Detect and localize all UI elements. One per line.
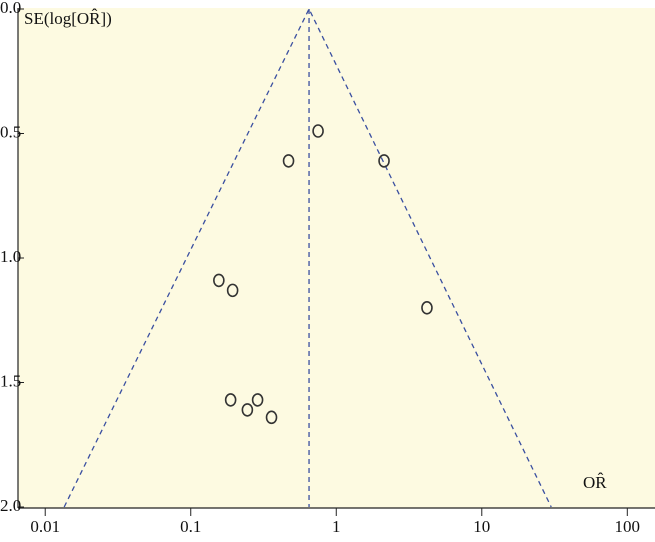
plot-area [18, 8, 655, 508]
y-axis-label: SE(log[OR̂]) [24, 9, 112, 28]
y-tick-label: 0.5 [0, 122, 21, 141]
x-tick-label: 10 [473, 517, 490, 536]
point [241, 403, 254, 417]
y-tick-label: 1.0 [0, 247, 21, 266]
x-tick-label: 100 [615, 517, 641, 536]
point [251, 393, 264, 407]
point [213, 273, 225, 288]
funnel-line [63, 7, 552, 508]
point [421, 300, 433, 315]
point [312, 124, 324, 138]
point [224, 393, 237, 407]
y-tick-label: 2.0 [0, 496, 21, 515]
x-tick-label: 0.1 [180, 517, 201, 536]
y-tick-label: 1.5 [0, 371, 21, 390]
x-axis-label: OR̂ [583, 473, 607, 492]
point [378, 154, 390, 168]
point [265, 410, 278, 425]
y-tick-label: 0.0 [0, 0, 21, 17]
x-tick-label: 1 [332, 517, 341, 536]
x-tick-label: 0.01 [30, 517, 60, 536]
point [282, 154, 295, 168]
point [226, 283, 239, 298]
